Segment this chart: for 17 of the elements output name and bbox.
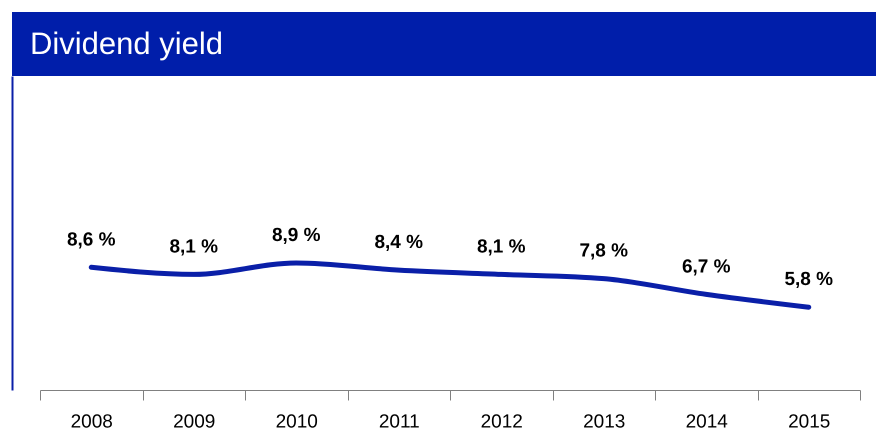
x-tick-label: 2013 — [583, 412, 626, 432]
data-label: 7,8 % — [579, 240, 628, 262]
x-tick-label: 2012 — [480, 412, 523, 432]
x-tick-label: 2010 — [276, 412, 318, 432]
x-tick-label: 2008 — [70, 412, 113, 432]
data-label: 8,1 % — [476, 236, 526, 258]
data-label: 8,1 % — [169, 236, 218, 258]
data-label: 8,4 % — [374, 232, 424, 254]
data-label: 5,8 % — [784, 269, 834, 290]
x-tick-label: 2011 — [378, 412, 420, 432]
x-tick-label: 2014 — [686, 412, 728, 432]
data-label: 6,7 % — [682, 256, 731, 278]
chart-title: Dividend yield — [30, 26, 223, 61]
x-tick-label: 2009 — [173, 412, 216, 432]
x-tick-label: 2015 — [788, 412, 830, 432]
data-label: 8,9 % — [272, 224, 321, 246]
data-label: 8,6 % — [66, 229, 116, 250]
